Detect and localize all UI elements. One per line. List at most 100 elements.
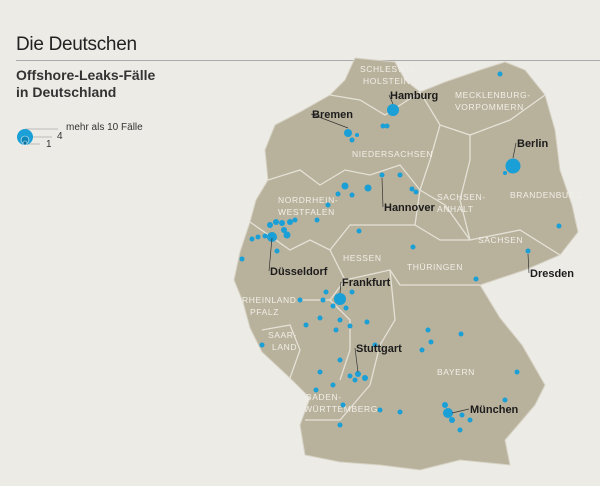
case-dot	[379, 172, 385, 178]
case-dot	[317, 315, 323, 321]
case-dot	[364, 184, 372, 192]
subtitle: Offshore-Leaks-Fälle in Deutschland	[16, 67, 155, 101]
case-dot	[409, 186, 415, 192]
case-dot	[473, 276, 479, 282]
case-dot	[362, 375, 368, 381]
legend-mid: 4	[57, 131, 63, 142]
legend-small: 1	[46, 139, 52, 150]
city-leader-line	[339, 281, 342, 294]
city-label: Berlin	[517, 138, 548, 150]
region-label: MECKLENBURG-	[455, 90, 531, 100]
city-labels: Hamburg Bremen Berlin Hannover Düsseldorf Fra…	[268, 90, 574, 416]
city-leader-line	[451, 408, 470, 414]
city-label: Hamburg	[390, 90, 438, 102]
case-dot	[330, 303, 336, 309]
case-dot	[349, 192, 355, 198]
city-label: Hannover	[384, 202, 435, 214]
case-dot	[314, 217, 320, 223]
city-label: Stuttgart	[356, 343, 402, 355]
case-dot	[377, 407, 383, 413]
city-label: München	[470, 404, 519, 416]
case-dot	[355, 371, 361, 377]
case-dot	[239, 256, 245, 262]
case-dot	[349, 137, 355, 143]
case-dot	[249, 236, 255, 242]
case-dot	[279, 220, 285, 226]
case-dot	[317, 369, 323, 375]
case-dot	[343, 305, 349, 311]
case-dot	[497, 71, 503, 77]
case-dot	[425, 327, 431, 333]
divider	[16, 60, 600, 61]
germany-outline	[233, 57, 579, 471]
subtitle-line-1: Offshore-Leaks-Fälle	[16, 67, 156, 83]
region-label: WESTFALEN	[278, 207, 335, 217]
region-label: BADEN-	[306, 392, 342, 402]
legend-circle-small	[22, 140, 28, 146]
case-dot	[505, 158, 521, 174]
case-dot	[325, 202, 331, 208]
case-dot	[355, 133, 359, 137]
region-label: THÜRINGEN	[407, 262, 463, 272]
case-dot	[281, 227, 287, 233]
city-leader-line	[512, 142, 517, 159]
region-label: SACHSEN-	[437, 192, 486, 202]
city-label: Düsseldorf	[270, 266, 328, 278]
case-dot	[556, 223, 562, 229]
case-dot	[387, 104, 399, 116]
state-borders	[249, 91, 561, 421]
case-dot	[273, 219, 279, 225]
case-dot	[303, 322, 309, 328]
case-dot	[449, 417, 455, 423]
legend-symbol	[17, 128, 58, 146]
region-label: SCHLESWIG-	[360, 64, 420, 74]
city-label: Frankfurt	[342, 277, 391, 289]
case-dot	[410, 244, 416, 250]
case-dot	[283, 231, 291, 239]
region-label: LAND	[272, 342, 297, 352]
case-dot	[259, 342, 265, 348]
subtitle-line-2: in Deutschland	[16, 84, 117, 100]
city-label: Dresden	[530, 268, 574, 280]
case-dot	[457, 427, 463, 433]
case-dot	[274, 248, 280, 254]
region-label: HOLSTEIN	[363, 76, 410, 86]
case-dot	[292, 217, 298, 223]
case-dot	[502, 397, 508, 403]
region-label: BRANDENBURG	[510, 190, 583, 200]
case-dot	[352, 377, 358, 383]
case-dots	[239, 71, 562, 433]
region-labels: SCHLESWIG- HOLSTEIN MECKLENBURG- VORPOMMERN…	[242, 64, 583, 414]
title: Die Deutschen	[16, 34, 137, 55]
case-dot	[458, 331, 464, 337]
case-dot	[262, 233, 268, 239]
case-dot	[313, 387, 319, 393]
case-dot	[340, 402, 346, 408]
case-dot	[349, 289, 355, 295]
case-dot	[267, 232, 277, 242]
case-dot	[344, 129, 352, 137]
region-label: ANHALT	[437, 204, 474, 214]
region-label: RHEINLAND-	[242, 295, 300, 305]
city-leader-line	[268, 237, 273, 272]
case-dot	[356, 228, 362, 234]
city-label: Bremen	[312, 109, 353, 121]
case-dot	[525, 248, 531, 254]
case-dot	[337, 317, 343, 323]
case-dot	[442, 402, 448, 408]
case-dot	[320, 297, 326, 303]
region-label: NORDRHEIN-	[278, 195, 338, 205]
case-dot	[397, 409, 403, 415]
case-dot	[335, 191, 341, 197]
city-leader-line	[527, 253, 530, 274]
city-leader-line	[310, 113, 349, 129]
city-leader-line	[381, 177, 384, 208]
case-dot	[443, 408, 453, 418]
case-dot	[330, 382, 336, 388]
case-dot	[419, 347, 425, 353]
city-leader-line	[354, 347, 359, 373]
case-dot	[347, 323, 353, 329]
region-label: PFALZ	[250, 307, 279, 317]
case-dot	[428, 339, 434, 345]
